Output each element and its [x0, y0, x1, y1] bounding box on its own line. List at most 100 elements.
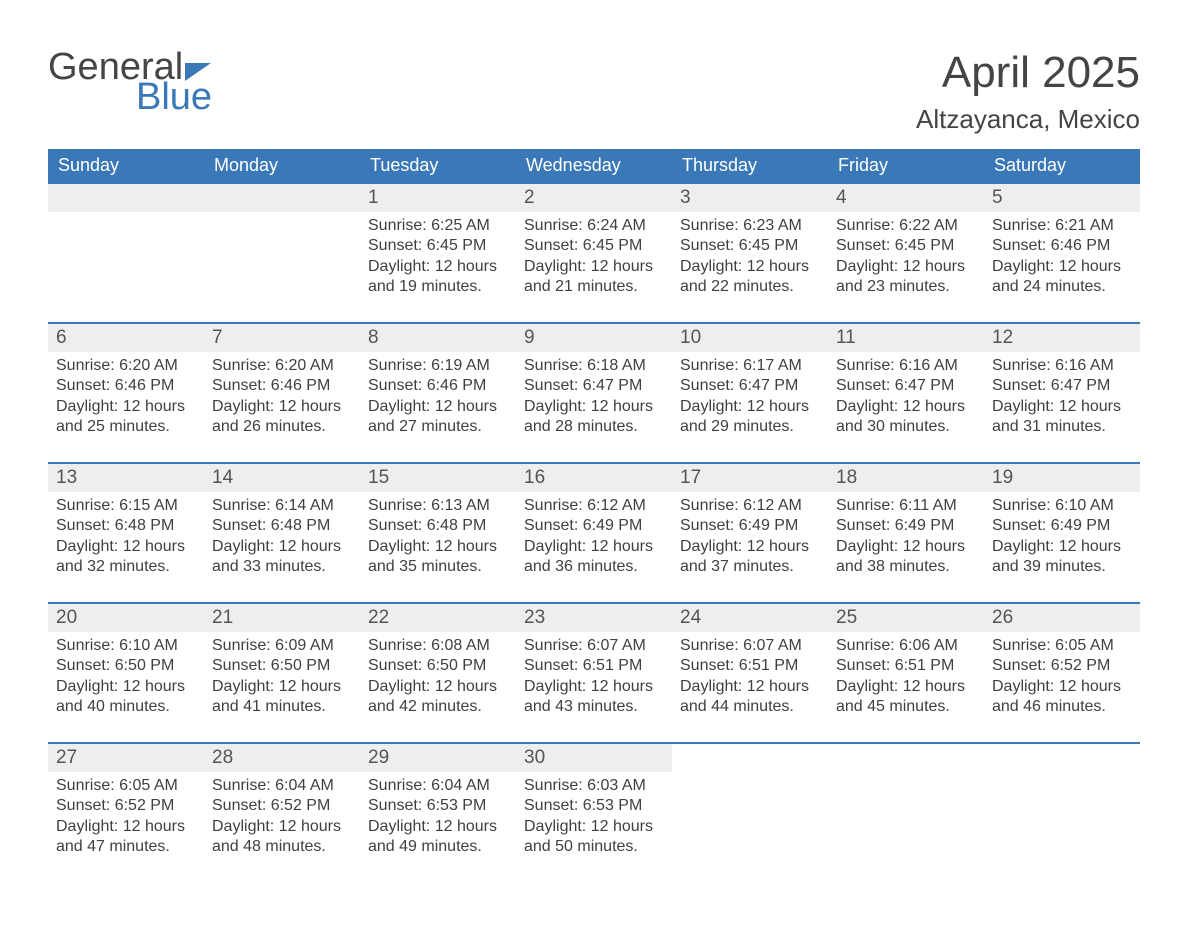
calendar-day-cell: 28Sunrise: 6:04 AMSunset: 6:52 PMDayligh…	[204, 742, 360, 882]
day-number: 26	[984, 604, 1140, 632]
calendar-week-row: 20Sunrise: 6:10 AMSunset: 6:50 PMDayligh…	[48, 602, 1140, 742]
sunset-line: Sunset: 6:47 PM	[992, 376, 1132, 396]
day-body: Sunrise: 6:07 AMSunset: 6:51 PMDaylight:…	[672, 632, 828, 718]
day-number: 20	[48, 604, 204, 632]
day-number: 19	[984, 464, 1140, 492]
calendar-day-cell: 21Sunrise: 6:09 AMSunset: 6:50 PMDayligh…	[204, 602, 360, 742]
sunset-line: Sunset: 6:51 PM	[836, 656, 976, 676]
calendar-day-cell: 6Sunrise: 6:20 AMSunset: 6:46 PMDaylight…	[48, 322, 204, 462]
sunset-line: Sunset: 6:46 PM	[992, 236, 1132, 256]
sunrise-line: Sunrise: 6:21 AM	[992, 216, 1132, 236]
sunrise-line: Sunrise: 6:09 AM	[212, 636, 352, 656]
sunrise-line: Sunrise: 6:20 AM	[212, 356, 352, 376]
calendar-day-cell: 23Sunrise: 6:07 AMSunset: 6:51 PMDayligh…	[516, 602, 672, 742]
sunset-line: Sunset: 6:50 PM	[212, 656, 352, 676]
day-number: 11	[828, 324, 984, 352]
day-number: 24	[672, 604, 828, 632]
calendar-day-cell: 15Sunrise: 6:13 AMSunset: 6:48 PMDayligh…	[360, 462, 516, 602]
calendar-day-cell: 8Sunrise: 6:19 AMSunset: 6:46 PMDaylight…	[360, 322, 516, 462]
daylight-line: Daylight: 12 hours and 31 minutes.	[992, 397, 1132, 438]
calendar-day-cell: 17Sunrise: 6:12 AMSunset: 6:49 PMDayligh…	[672, 462, 828, 602]
day-number: 9	[516, 324, 672, 352]
day-body: Sunrise: 6:20 AMSunset: 6:46 PMDaylight:…	[204, 352, 360, 438]
sunset-line: Sunset: 6:51 PM	[680, 656, 820, 676]
calendar-day-cell: 20Sunrise: 6:10 AMSunset: 6:50 PMDayligh…	[48, 602, 204, 742]
day-body: Sunrise: 6:23 AMSunset: 6:45 PMDaylight:…	[672, 212, 828, 298]
sunrise-line: Sunrise: 6:07 AM	[680, 636, 820, 656]
sunrise-line: Sunrise: 6:13 AM	[368, 496, 508, 516]
day-number: 22	[360, 604, 516, 632]
day-body: Sunrise: 6:09 AMSunset: 6:50 PMDaylight:…	[204, 632, 360, 718]
daylight-line: Daylight: 12 hours and 43 minutes.	[524, 677, 664, 718]
daylight-line: Daylight: 12 hours and 40 minutes.	[56, 677, 196, 718]
sunrise-line: Sunrise: 6:05 AM	[56, 776, 196, 796]
day-body: Sunrise: 6:15 AMSunset: 6:48 PMDaylight:…	[48, 492, 204, 578]
day-number: 14	[204, 464, 360, 492]
day-body: Sunrise: 6:16 AMSunset: 6:47 PMDaylight:…	[828, 352, 984, 438]
day-body: Sunrise: 6:08 AMSunset: 6:50 PMDaylight:…	[360, 632, 516, 718]
sunrise-line: Sunrise: 6:22 AM	[836, 216, 976, 236]
daylight-line: Daylight: 12 hours and 19 minutes.	[368, 257, 508, 298]
calendar-day-cell: 4Sunrise: 6:22 AMSunset: 6:45 PMDaylight…	[828, 182, 984, 322]
calendar-day-cell: 7Sunrise: 6:20 AMSunset: 6:46 PMDaylight…	[204, 322, 360, 462]
calendar-week-row: 13Sunrise: 6:15 AMSunset: 6:48 PMDayligh…	[48, 462, 1140, 602]
calendar-grid: SundayMondayTuesdayWednesdayThursdayFrid…	[48, 149, 1140, 882]
calendar-day-cell: 22Sunrise: 6:08 AMSunset: 6:50 PMDayligh…	[360, 602, 516, 742]
calendar-week-row: 6Sunrise: 6:20 AMSunset: 6:46 PMDaylight…	[48, 322, 1140, 462]
day-number: 18	[828, 464, 984, 492]
sunrise-line: Sunrise: 6:20 AM	[56, 356, 196, 376]
sunset-line: Sunset: 6:47 PM	[836, 376, 976, 396]
sunset-line: Sunset: 6:49 PM	[680, 516, 820, 536]
sunset-line: Sunset: 6:49 PM	[836, 516, 976, 536]
day-number: 13	[48, 464, 204, 492]
day-body: Sunrise: 6:17 AMSunset: 6:47 PMDaylight:…	[672, 352, 828, 438]
sunset-line: Sunset: 6:52 PM	[56, 796, 196, 816]
dow-header-cell: Wednesday	[516, 149, 672, 182]
day-body: Sunrise: 6:24 AMSunset: 6:45 PMDaylight:…	[516, 212, 672, 298]
calendar-day-cell: 13Sunrise: 6:15 AMSunset: 6:48 PMDayligh…	[48, 462, 204, 602]
daylight-line: Daylight: 12 hours and 21 minutes.	[524, 257, 664, 298]
brand-logo: General Blue	[48, 48, 212, 116]
day-body: Sunrise: 6:10 AMSunset: 6:50 PMDaylight:…	[48, 632, 204, 718]
day-body: Sunrise: 6:12 AMSunset: 6:49 PMDaylight:…	[516, 492, 672, 578]
daylight-line: Daylight: 12 hours and 41 minutes.	[212, 677, 352, 718]
daylight-line: Daylight: 12 hours and 47 minutes.	[56, 817, 196, 858]
daylight-line: Daylight: 12 hours and 32 minutes.	[56, 537, 196, 578]
sunrise-line: Sunrise: 6:10 AM	[992, 496, 1132, 516]
daylight-line: Daylight: 12 hours and 33 minutes.	[212, 537, 352, 578]
daylight-line: Daylight: 12 hours and 30 minutes.	[836, 397, 976, 438]
day-number: 1	[360, 184, 516, 212]
calendar-day-cell: 25Sunrise: 6:06 AMSunset: 6:51 PMDayligh…	[828, 602, 984, 742]
day-body: Sunrise: 6:11 AMSunset: 6:49 PMDaylight:…	[828, 492, 984, 578]
empty-daynum-bar	[204, 184, 360, 212]
day-body: Sunrise: 6:05 AMSunset: 6:52 PMDaylight:…	[48, 772, 204, 858]
day-body: Sunrise: 6:12 AMSunset: 6:49 PMDaylight:…	[672, 492, 828, 578]
sunrise-line: Sunrise: 6:12 AM	[680, 496, 820, 516]
sunset-line: Sunset: 6:52 PM	[212, 796, 352, 816]
daylight-line: Daylight: 12 hours and 42 minutes.	[368, 677, 508, 718]
calendar-day-cell: 11Sunrise: 6:16 AMSunset: 6:47 PMDayligh…	[828, 322, 984, 462]
day-body: Sunrise: 6:22 AMSunset: 6:45 PMDaylight:…	[828, 212, 984, 298]
day-number: 17	[672, 464, 828, 492]
sunset-line: Sunset: 6:45 PM	[836, 236, 976, 256]
dow-header-cell: Friday	[828, 149, 984, 182]
daylight-line: Daylight: 12 hours and 49 minutes.	[368, 817, 508, 858]
daylight-line: Daylight: 12 hours and 26 minutes.	[212, 397, 352, 438]
sunrise-line: Sunrise: 6:23 AM	[680, 216, 820, 236]
calendar-day-cell: 10Sunrise: 6:17 AMSunset: 6:47 PMDayligh…	[672, 322, 828, 462]
calendar-day-cell: 2Sunrise: 6:24 AMSunset: 6:45 PMDaylight…	[516, 182, 672, 322]
day-body: Sunrise: 6:19 AMSunset: 6:46 PMDaylight:…	[360, 352, 516, 438]
sunrise-line: Sunrise: 6:12 AM	[524, 496, 664, 516]
sunset-line: Sunset: 6:47 PM	[680, 376, 820, 396]
sunset-line: Sunset: 6:48 PM	[368, 516, 508, 536]
day-number: 8	[360, 324, 516, 352]
calendar-day-cell: 12Sunrise: 6:16 AMSunset: 6:47 PMDayligh…	[984, 322, 1140, 462]
day-number: 16	[516, 464, 672, 492]
calendar-day-cell: 27Sunrise: 6:05 AMSunset: 6:52 PMDayligh…	[48, 742, 204, 882]
sunset-line: Sunset: 6:46 PM	[212, 376, 352, 396]
calendar-day-cell: 29Sunrise: 6:04 AMSunset: 6:53 PMDayligh…	[360, 742, 516, 882]
day-body: Sunrise: 6:25 AMSunset: 6:45 PMDaylight:…	[360, 212, 516, 298]
calendar-day-cell: 3Sunrise: 6:23 AMSunset: 6:45 PMDaylight…	[672, 182, 828, 322]
sunset-line: Sunset: 6:52 PM	[992, 656, 1132, 676]
calendar-empty-cell	[672, 742, 828, 882]
